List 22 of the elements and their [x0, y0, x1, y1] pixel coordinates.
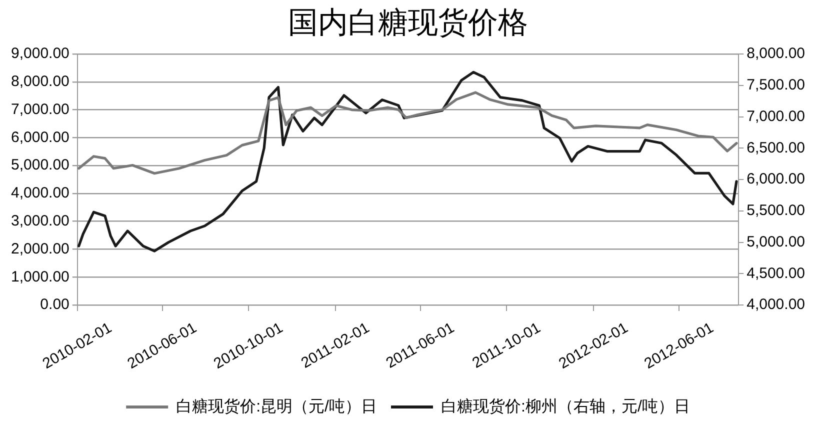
- y-tick-label: 2,000.00: [11, 240, 70, 258]
- y2-tick-label: 8,000.00: [746, 45, 805, 62]
- y-tick-label: 3,000.00: [11, 212, 70, 230]
- y2-tick-label: 4,500.00: [746, 264, 805, 282]
- y-tick-label: 1,000.00: [11, 268, 70, 286]
- chart-title: 国内白糖现货价格: [288, 6, 528, 40]
- y-tick-label: 9,000.00: [11, 45, 70, 62]
- y-tick-label: 0.00: [40, 296, 70, 314]
- y2-tick-label: 6,500.00: [746, 139, 805, 156]
- y-tick-label: 7,000.00: [11, 100, 70, 118]
- y2-tick-label: 6,000.00: [746, 170, 805, 188]
- y-tick-label: 5,000.00: [11, 156, 70, 174]
- y2-tick-label: 4,000.00: [746, 296, 805, 314]
- y2-tick-label: 7,500.00: [746, 76, 805, 94]
- y2-tick-label: 7,000.00: [746, 108, 805, 125]
- y2-tick-label: 5,500.00: [746, 202, 805, 220]
- y-tick-label: 4,000.00: [11, 184, 70, 202]
- y2-tick-label: 5,000.00: [746, 233, 805, 250]
- legend-label: 白糖现货价:昆明（元/吨）日: [176, 397, 377, 416]
- legend-label: 白糖现货价:柳州（右轴，元/吨）日: [441, 397, 690, 416]
- y-tick-label: 6,000.00: [11, 128, 70, 146]
- y-tick-label: 8,000.00: [11, 73, 70, 90]
